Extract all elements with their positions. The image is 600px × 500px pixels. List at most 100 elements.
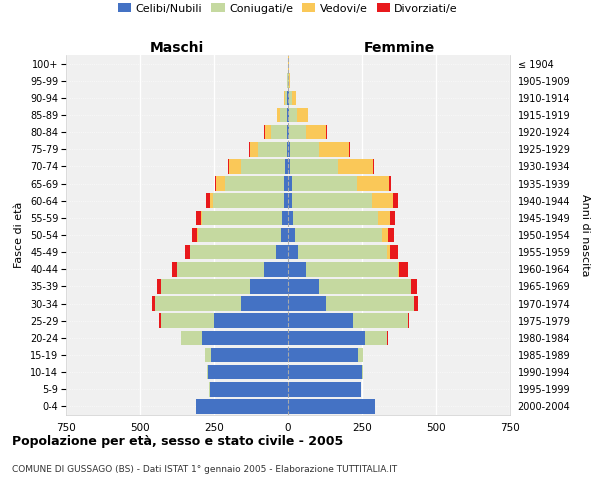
Bar <box>157 279 161 293</box>
Bar <box>289 90 292 105</box>
Bar <box>277 108 280 122</box>
Bar <box>292 176 356 191</box>
Bar <box>298 108 308 122</box>
Bar <box>280 108 287 122</box>
Bar <box>292 90 296 105</box>
Bar <box>382 228 388 242</box>
Bar <box>289 125 306 140</box>
Bar <box>259 142 287 156</box>
Bar <box>288 194 292 208</box>
Bar <box>288 262 306 276</box>
Bar <box>276 245 288 260</box>
Bar <box>387 245 390 260</box>
Bar <box>298 245 387 260</box>
Bar <box>390 245 398 260</box>
Bar <box>388 228 394 242</box>
Bar <box>288 159 290 174</box>
Bar <box>373 194 393 208</box>
Bar <box>282 210 288 225</box>
Bar <box>287 74 288 88</box>
Bar <box>225 176 284 191</box>
Bar <box>161 314 214 328</box>
Bar <box>215 176 217 191</box>
Bar <box>212 194 284 208</box>
Bar <box>197 228 198 242</box>
Y-axis label: Anni di nascita: Anni di nascita <box>580 194 590 276</box>
Bar <box>172 262 177 276</box>
Bar <box>287 108 288 122</box>
Bar <box>288 399 376 413</box>
Bar <box>285 90 287 105</box>
Bar <box>288 382 361 396</box>
Bar <box>205 348 211 362</box>
Bar <box>288 176 292 191</box>
Bar <box>373 159 374 174</box>
Bar <box>287 125 288 140</box>
Bar <box>211 348 288 362</box>
Bar <box>217 176 225 191</box>
Bar <box>214 314 288 328</box>
Bar <box>241 159 285 174</box>
Bar <box>287 142 288 156</box>
Y-axis label: Fasce di età: Fasce di età <box>14 202 25 268</box>
Bar <box>288 314 353 328</box>
Bar <box>288 108 289 122</box>
Bar <box>358 348 364 362</box>
Bar <box>306 125 326 140</box>
Bar <box>293 210 377 225</box>
Bar <box>265 262 288 276</box>
Bar <box>306 262 398 276</box>
Bar <box>292 194 373 208</box>
Bar <box>288 245 298 260</box>
Bar <box>288 330 365 345</box>
Text: Maschi: Maschi <box>150 41 204 55</box>
Bar <box>196 399 288 413</box>
Bar <box>288 210 293 225</box>
Bar <box>338 159 373 174</box>
Bar <box>284 176 288 191</box>
Bar <box>398 262 399 276</box>
Bar <box>389 210 395 225</box>
Bar <box>155 296 241 311</box>
Bar <box>408 314 409 328</box>
Bar <box>295 228 382 242</box>
Bar <box>196 210 200 225</box>
Bar <box>161 279 250 293</box>
Bar <box>241 296 288 311</box>
Bar <box>362 365 364 380</box>
Bar <box>389 176 391 191</box>
Bar <box>271 125 287 140</box>
Bar <box>202 330 288 345</box>
Bar <box>288 74 289 88</box>
Bar <box>284 194 288 208</box>
Bar <box>229 159 241 174</box>
Bar <box>356 176 389 191</box>
Bar <box>206 194 209 208</box>
Bar <box>208 365 288 380</box>
Bar <box>414 296 418 311</box>
Bar <box>228 159 229 174</box>
Bar <box>290 142 319 156</box>
Bar <box>285 159 288 174</box>
Bar <box>288 365 362 380</box>
Bar <box>284 90 285 105</box>
Bar <box>152 296 155 311</box>
Bar <box>349 142 350 156</box>
Bar <box>290 159 338 174</box>
Bar <box>250 279 288 293</box>
Bar <box>353 314 408 328</box>
Bar <box>319 279 411 293</box>
Bar <box>193 228 197 242</box>
Bar <box>200 210 202 225</box>
Bar <box>250 142 259 156</box>
Bar <box>319 142 349 156</box>
Bar <box>281 228 288 242</box>
Bar <box>289 108 298 122</box>
Text: Femmine: Femmine <box>364 41 434 55</box>
Text: Popolazione per età, sesso e stato civile - 2005: Popolazione per età, sesso e stato civil… <box>12 435 343 448</box>
Bar <box>288 228 295 242</box>
Bar <box>288 142 290 156</box>
Bar <box>198 228 281 242</box>
Bar <box>393 194 398 208</box>
Bar <box>288 296 326 311</box>
